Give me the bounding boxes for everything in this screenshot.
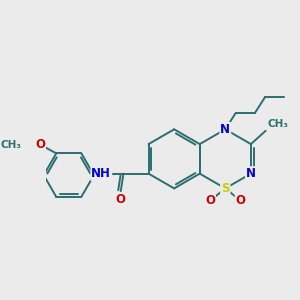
- Text: NH: NH: [92, 167, 111, 180]
- Text: O: O: [205, 194, 215, 207]
- Text: O: O: [116, 193, 125, 206]
- Text: N: N: [220, 123, 230, 136]
- Text: CH₃: CH₃: [1, 140, 22, 149]
- Text: O: O: [236, 194, 246, 207]
- Text: O: O: [35, 138, 45, 151]
- Text: CH₃: CH₃: [267, 119, 288, 129]
- Text: S: S: [221, 182, 230, 195]
- Text: N: N: [246, 167, 256, 180]
